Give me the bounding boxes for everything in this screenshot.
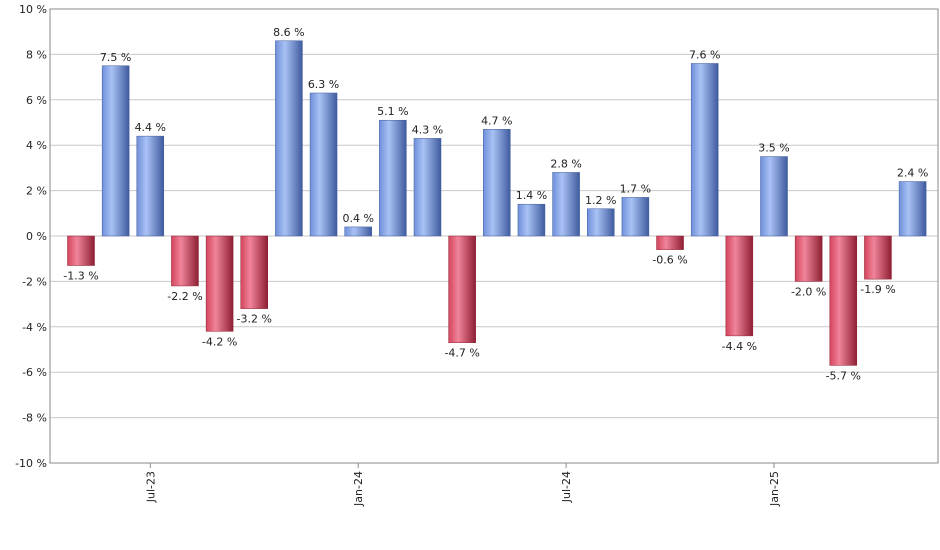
data-label: 7.5 % [100, 51, 131, 64]
bar-feb-24 [344, 226, 372, 237]
x-tick-label: Jan-24 [352, 471, 365, 507]
data-label: 6.3 % [308, 78, 339, 91]
bar-jul-24 [517, 203, 546, 237]
y-tick-label: 8 % [26, 48, 47, 61]
data-label: -2.2 % [167, 290, 202, 303]
data-label: 3.5 % [758, 142, 789, 155]
bar-jun-24 [483, 129, 511, 237]
bar-aug-23 [136, 135, 165, 237]
data-label: -4.7 % [444, 347, 479, 360]
data-label: 7.6 % [689, 48, 720, 61]
bar-sep-23 [171, 235, 199, 287]
bar-jan-24 [309, 92, 338, 237]
y-tick-label: 4 % [26, 139, 47, 152]
bar-dec-23 [275, 40, 303, 237]
x-tick-label: Jan-25 [768, 471, 781, 507]
data-label: 1.2 % [585, 194, 616, 207]
y-tick-label: 2 % [26, 185, 47, 198]
data-label: -4.4 % [722, 340, 757, 353]
y-tick-label: 6 % [26, 94, 47, 107]
data-label: 5.1 % [377, 105, 408, 118]
bar-dec-24 [690, 63, 719, 237]
data-label: -0.6 % [652, 254, 687, 267]
y-tick-label: -4 % [22, 321, 47, 334]
bar-jul-23 [101, 65, 130, 237]
data-label: 2.8 % [550, 157, 581, 170]
data-label: 4.7 % [481, 114, 512, 127]
y-tick-label: -10 % [15, 457, 47, 470]
data-label: -1.9 % [860, 283, 895, 296]
y-tick-label: 10 % [19, 3, 47, 16]
y-axis-tick-labels: -10 % -8 % -6 % -4 % -2 % 0 % 2 % 4 % 6 % 8 % 10 % [15, 3, 47, 470]
bar-may-25 [864, 235, 892, 280]
plot-frame [49, 8, 939, 464]
bar-nov-24 [656, 235, 684, 250]
bar-mar-24 [379, 119, 407, 237]
x-axis-tick-labels: Jul-23 Jan-24 Jul-24 Jan-25 [144, 463, 781, 507]
data-label: 8.6 % [273, 26, 304, 39]
bar-oct-23 [205, 235, 234, 332]
data-label: -5.7 % [826, 369, 861, 382]
data-label: -4.2 % [202, 335, 237, 348]
data-label: 1.4 % [516, 189, 547, 202]
data-label: -1.3 % [63, 270, 98, 283]
bar-oct-24 [621, 197, 650, 237]
data-label: 1.7 % [620, 182, 651, 195]
y-tick-label: -8 % [22, 412, 47, 425]
bar-apr-25 [829, 235, 858, 366]
data-label: 4.3 % [412, 123, 443, 136]
bar-nov-23 [240, 235, 268, 309]
data-label: -3.2 % [237, 313, 272, 326]
bar-feb-25 [760, 156, 788, 237]
bar-jan-25 [725, 235, 754, 337]
bar-aug-24 [552, 172, 580, 237]
x-tick-label: Jul-24 [560, 471, 573, 503]
data-label: 4.4 % [135, 121, 166, 134]
bar-jun-23 [67, 235, 95, 266]
bar-jun-25 [898, 181, 927, 237]
data-label: 0.4 % [342, 212, 373, 225]
bar-may-24 [448, 235, 476, 343]
y-tick-label: -2 % [22, 275, 47, 288]
data-labels: -1.3 % 7.5 % 4.4 % -2.2 % -4.2 %-3.2 % 8.6 % 6… [63, 26, 928, 383]
bar-sep-24 [587, 208, 615, 237]
y-tick-label: -6 % [22, 366, 47, 379]
data-label: -2.0 % [791, 285, 826, 298]
x-tick-label: Jul-23 [144, 471, 157, 503]
y-tick-label: 0 % [26, 230, 47, 243]
bar-mar-25 [794, 235, 823, 282]
data-label: 2.4 % [897, 167, 928, 180]
bar-apr-24 [413, 138, 442, 237]
bars [67, 40, 927, 366]
